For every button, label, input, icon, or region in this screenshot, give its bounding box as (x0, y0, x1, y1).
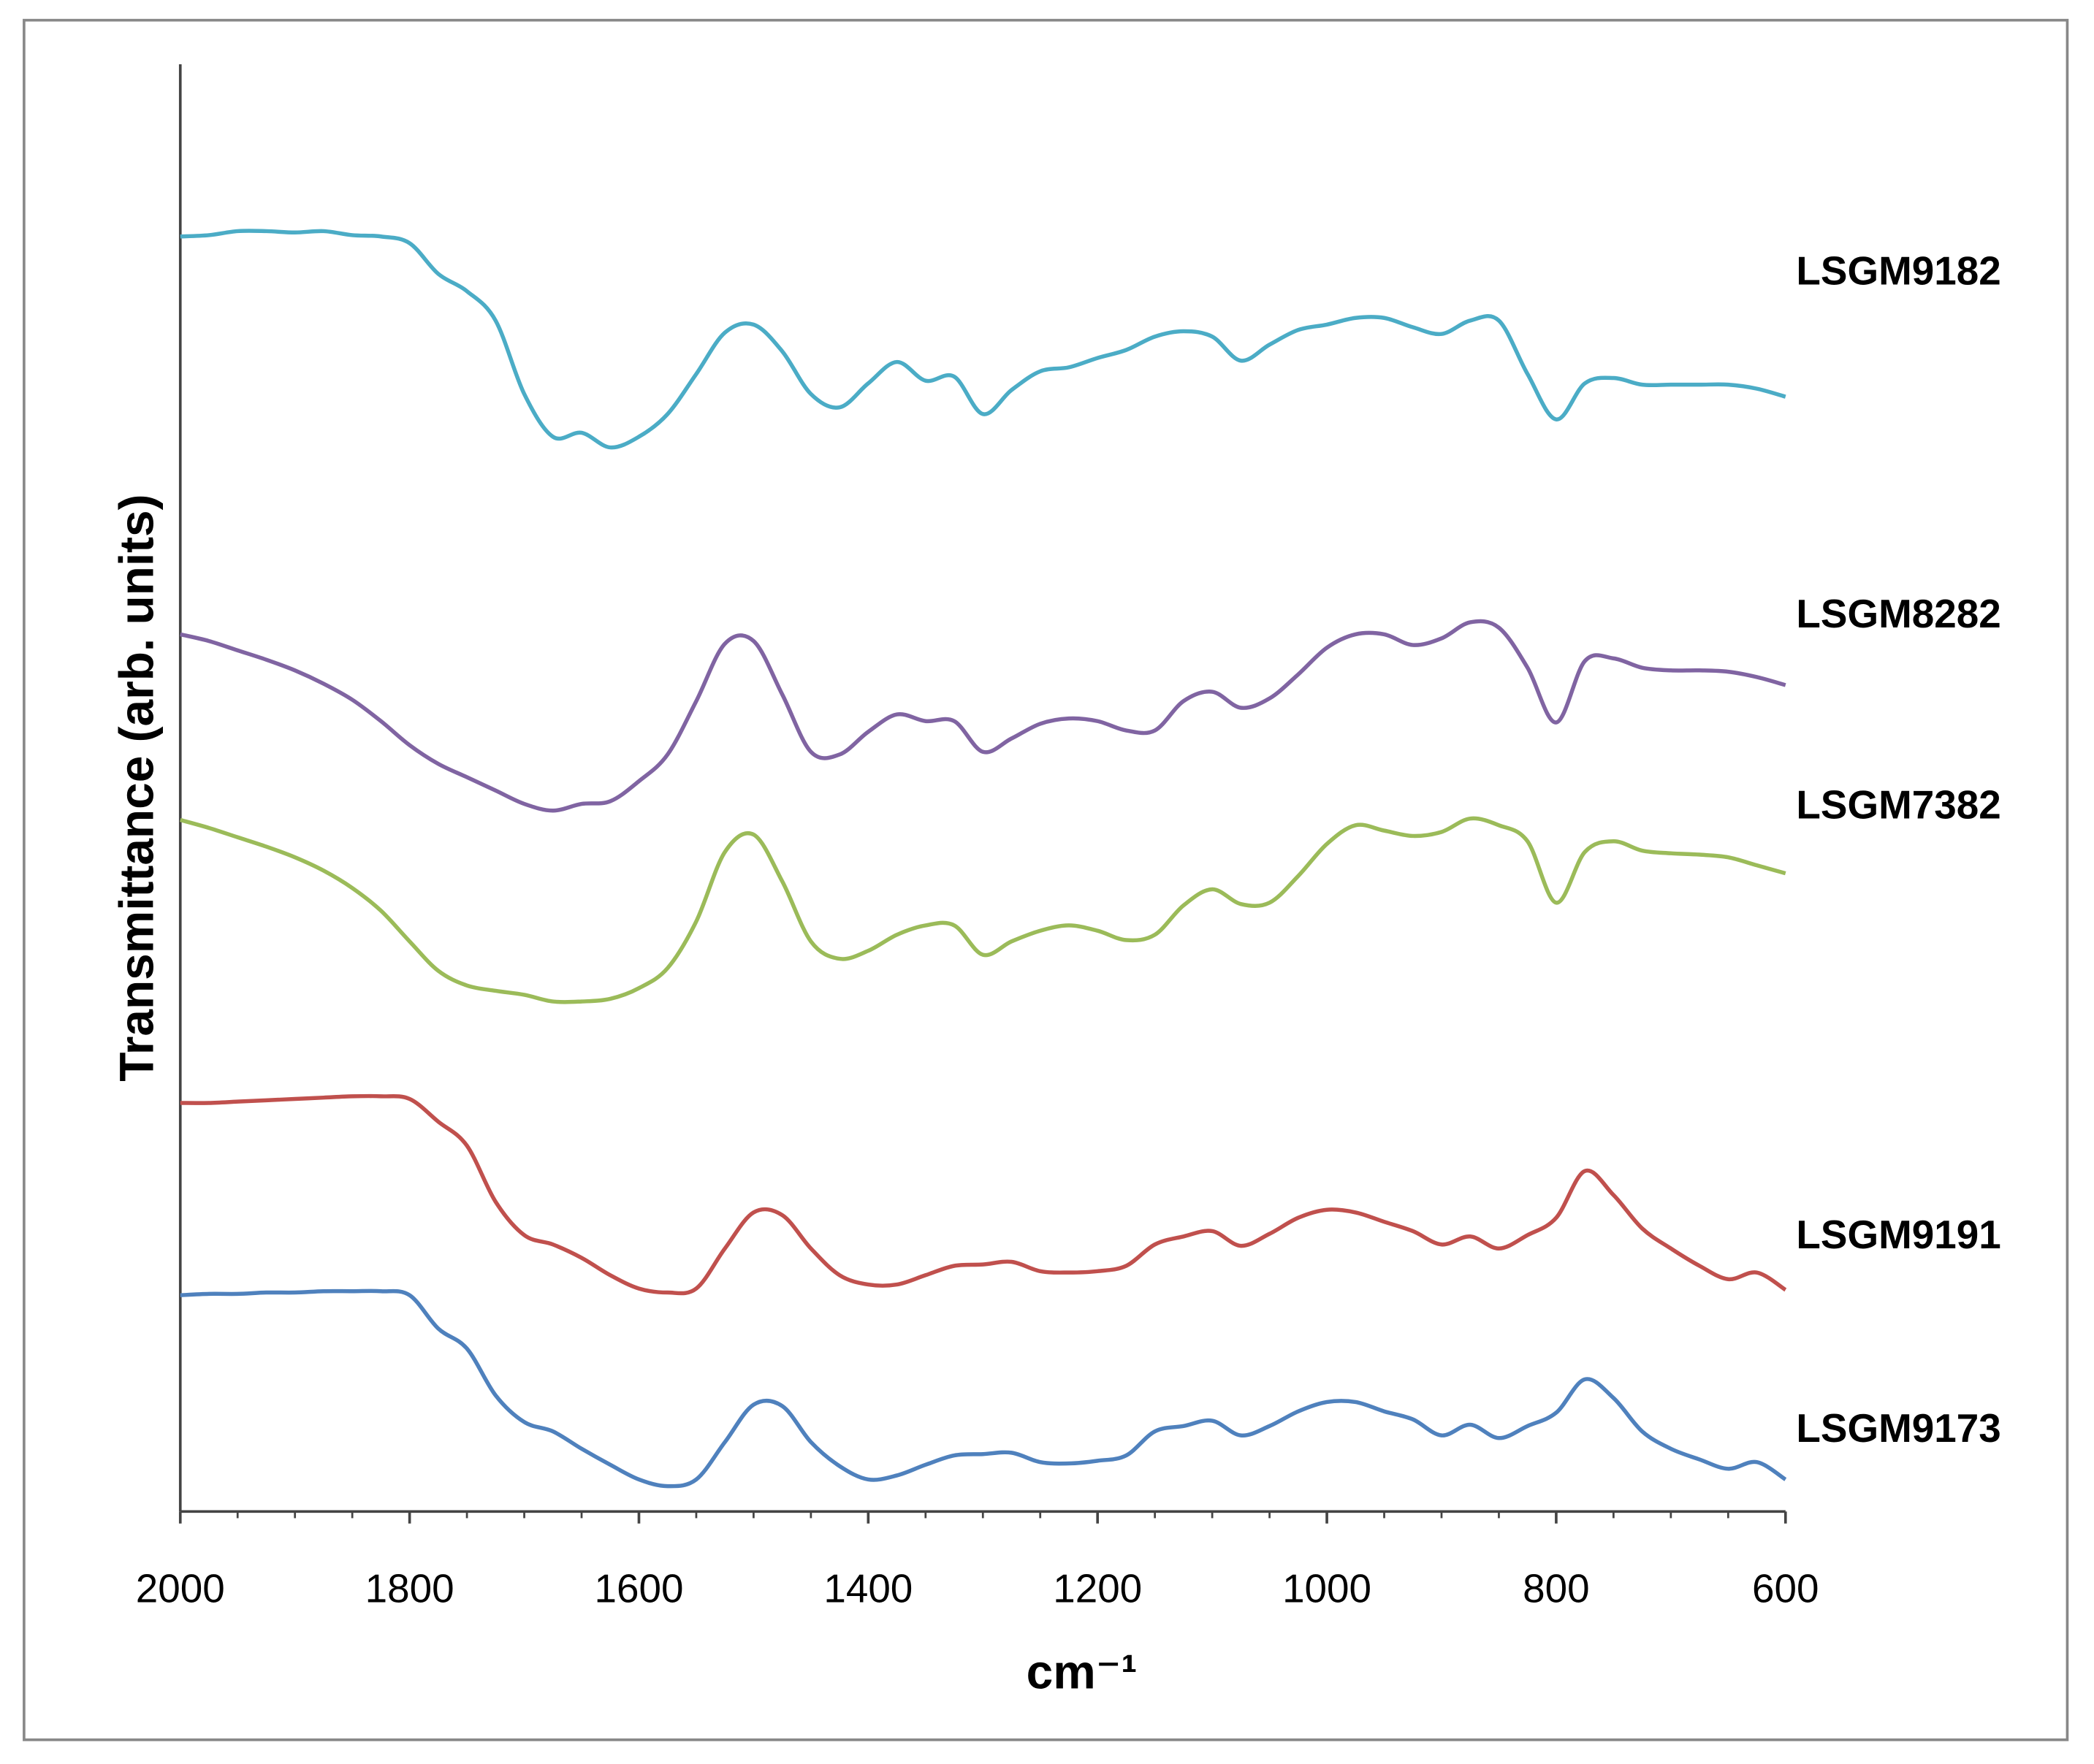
x-tick-label: 1000 (1282, 1565, 1371, 1611)
spectrum-line (180, 1093, 1787, 1296)
x-tick-label: 2000 (136, 1565, 225, 1611)
x-tick-label: 1200 (1053, 1565, 1142, 1611)
spectrum-line (180, 1288, 1787, 1489)
spectrum-line (180, 229, 1786, 450)
series-label: LSGM9191 (1796, 1212, 2000, 1257)
series-label: LSGM7382 (1796, 782, 2000, 828)
spectrum-line (180, 619, 1786, 813)
x-axis-label: cm⁻¹ (1027, 1645, 1138, 1699)
series-label: LSGM8282 (1796, 591, 2000, 636)
series-label: LSGM9173 (1796, 1405, 2000, 1451)
frame (23, 18, 2069, 1741)
spectrum-line (180, 816, 1786, 1004)
x-tick-label: 800 (1523, 1565, 1589, 1611)
series-label: LSGM9182 (1796, 248, 2000, 293)
y-axis-label: Transmittance (arb. units) (109, 494, 163, 1081)
x-tick-label: 1400 (823, 1565, 913, 1611)
x-tick-label: 1600 (594, 1565, 683, 1611)
x-tick-label: 1800 (365, 1565, 454, 1611)
x-tick-label: 600 (1752, 1565, 1819, 1611)
